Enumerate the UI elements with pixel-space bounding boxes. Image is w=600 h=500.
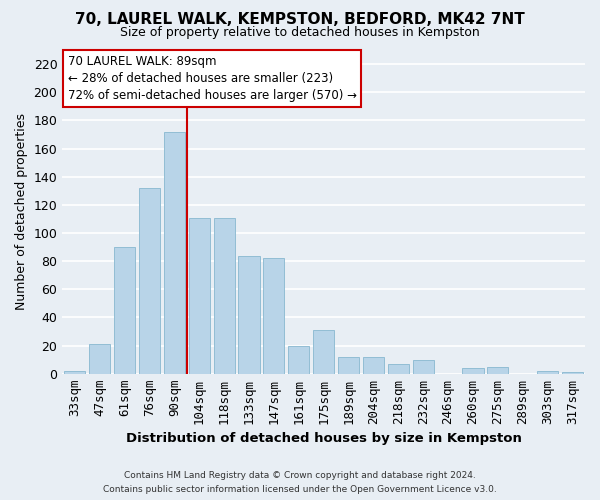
Bar bbox=[413, 360, 434, 374]
Bar bbox=[288, 346, 310, 374]
Bar bbox=[64, 371, 85, 374]
Bar bbox=[388, 364, 409, 374]
Bar bbox=[338, 357, 359, 374]
X-axis label: Distribution of detached houses by size in Kempston: Distribution of detached houses by size … bbox=[126, 432, 521, 445]
Bar bbox=[463, 368, 484, 374]
Bar bbox=[313, 330, 334, 374]
Text: 70, LAUREL WALK, KEMPSTON, BEDFORD, MK42 7NT: 70, LAUREL WALK, KEMPSTON, BEDFORD, MK42… bbox=[75, 12, 525, 28]
Bar bbox=[363, 357, 384, 374]
Text: Contains HM Land Registry data © Crown copyright and database right 2024.
Contai: Contains HM Land Registry data © Crown c… bbox=[103, 472, 497, 494]
Text: Size of property relative to detached houses in Kempston: Size of property relative to detached ho… bbox=[120, 26, 480, 39]
Bar bbox=[537, 371, 558, 374]
Bar bbox=[114, 247, 135, 374]
Bar bbox=[188, 218, 210, 374]
Text: 70 LAUREL WALK: 89sqm
← 28% of detached houses are smaller (223)
72% of semi-det: 70 LAUREL WALK: 89sqm ← 28% of detached … bbox=[68, 55, 356, 102]
Bar bbox=[562, 372, 583, 374]
Bar bbox=[139, 188, 160, 374]
Bar bbox=[263, 258, 284, 374]
Bar bbox=[487, 367, 508, 374]
Bar bbox=[164, 132, 185, 374]
Y-axis label: Number of detached properties: Number of detached properties bbox=[15, 114, 28, 310]
Bar bbox=[89, 344, 110, 374]
Bar bbox=[214, 218, 235, 374]
Bar bbox=[238, 256, 260, 374]
